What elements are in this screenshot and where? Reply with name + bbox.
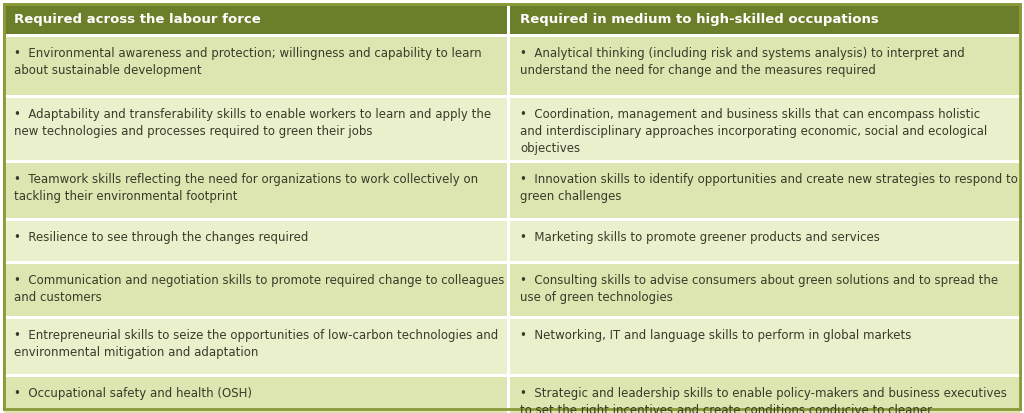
Bar xyxy=(4,377,508,413)
Bar xyxy=(4,221,508,261)
Text: •  Coordination, management and business skills that can encompass holistic
and : • Coordination, management and business … xyxy=(520,108,988,155)
Bar xyxy=(4,374,1020,377)
Text: •  Entrepreneurial skills to seize the opportunities of low-carbon technologies : • Entrepreneurial skills to seize the op… xyxy=(14,329,499,359)
Bar xyxy=(4,261,1020,264)
Bar xyxy=(510,37,1020,95)
Bar xyxy=(508,264,510,316)
Bar xyxy=(510,4,1020,34)
Bar xyxy=(508,377,510,413)
Bar xyxy=(4,37,508,95)
Bar xyxy=(4,4,508,34)
Bar xyxy=(508,319,510,374)
Text: •  Occupational safety and health (OSH): • Occupational safety and health (OSH) xyxy=(14,387,252,400)
Bar xyxy=(4,95,1020,98)
Text: •  Analytical thinking (including risk and systems analysis) to interpret and
un: • Analytical thinking (including risk an… xyxy=(520,47,966,77)
Bar xyxy=(510,221,1020,261)
Text: •  Resilience to see through the changes required: • Resilience to see through the changes … xyxy=(14,231,308,244)
Text: Required in medium to high-skilled occupations: Required in medium to high-skilled occup… xyxy=(520,12,880,26)
Bar xyxy=(4,316,1020,319)
Bar xyxy=(4,163,508,218)
Text: Required across the labour force: Required across the labour force xyxy=(14,12,261,26)
Bar xyxy=(4,264,508,316)
Bar xyxy=(508,221,510,261)
Bar xyxy=(4,218,1020,221)
Text: •  Communication and negotiation skills to promote required change to colleagues: • Communication and negotiation skills t… xyxy=(14,274,505,304)
Bar xyxy=(508,98,510,160)
Text: •  Marketing skills to promote greener products and services: • Marketing skills to promote greener pr… xyxy=(520,231,881,244)
Bar xyxy=(508,163,510,218)
Bar xyxy=(510,98,1020,160)
Text: •  Innovation skills to identify opportunities and create new strategies to resp: • Innovation skills to identify opportun… xyxy=(520,173,1018,203)
Text: •  Adaptability and transferability skills to enable workers to learn and apply : • Adaptability and transferability skill… xyxy=(14,108,492,138)
Bar xyxy=(4,319,508,374)
Bar xyxy=(4,98,508,160)
Text: •  Teamwork skills reflecting the need for organizations to work collectively on: • Teamwork skills reflecting the need fo… xyxy=(14,173,478,203)
Bar xyxy=(510,377,1020,413)
Bar xyxy=(510,264,1020,316)
Bar xyxy=(510,163,1020,218)
Text: •  Environmental awareness and protection; willingness and capability to learn
a: • Environmental awareness and protection… xyxy=(14,47,481,77)
Bar xyxy=(508,4,510,34)
Bar xyxy=(4,160,1020,163)
Text: •  Consulting skills to advise consumers about green solutions and to spread the: • Consulting skills to advise consumers … xyxy=(520,274,998,304)
Bar xyxy=(510,319,1020,374)
Text: •  Strategic and leadership skills to enable policy-makers and business executiv: • Strategic and leadership skills to ena… xyxy=(520,387,1008,413)
Bar xyxy=(508,37,510,95)
Text: •  Networking, IT and language skills to perform in global markets: • Networking, IT and language skills to … xyxy=(520,329,911,342)
